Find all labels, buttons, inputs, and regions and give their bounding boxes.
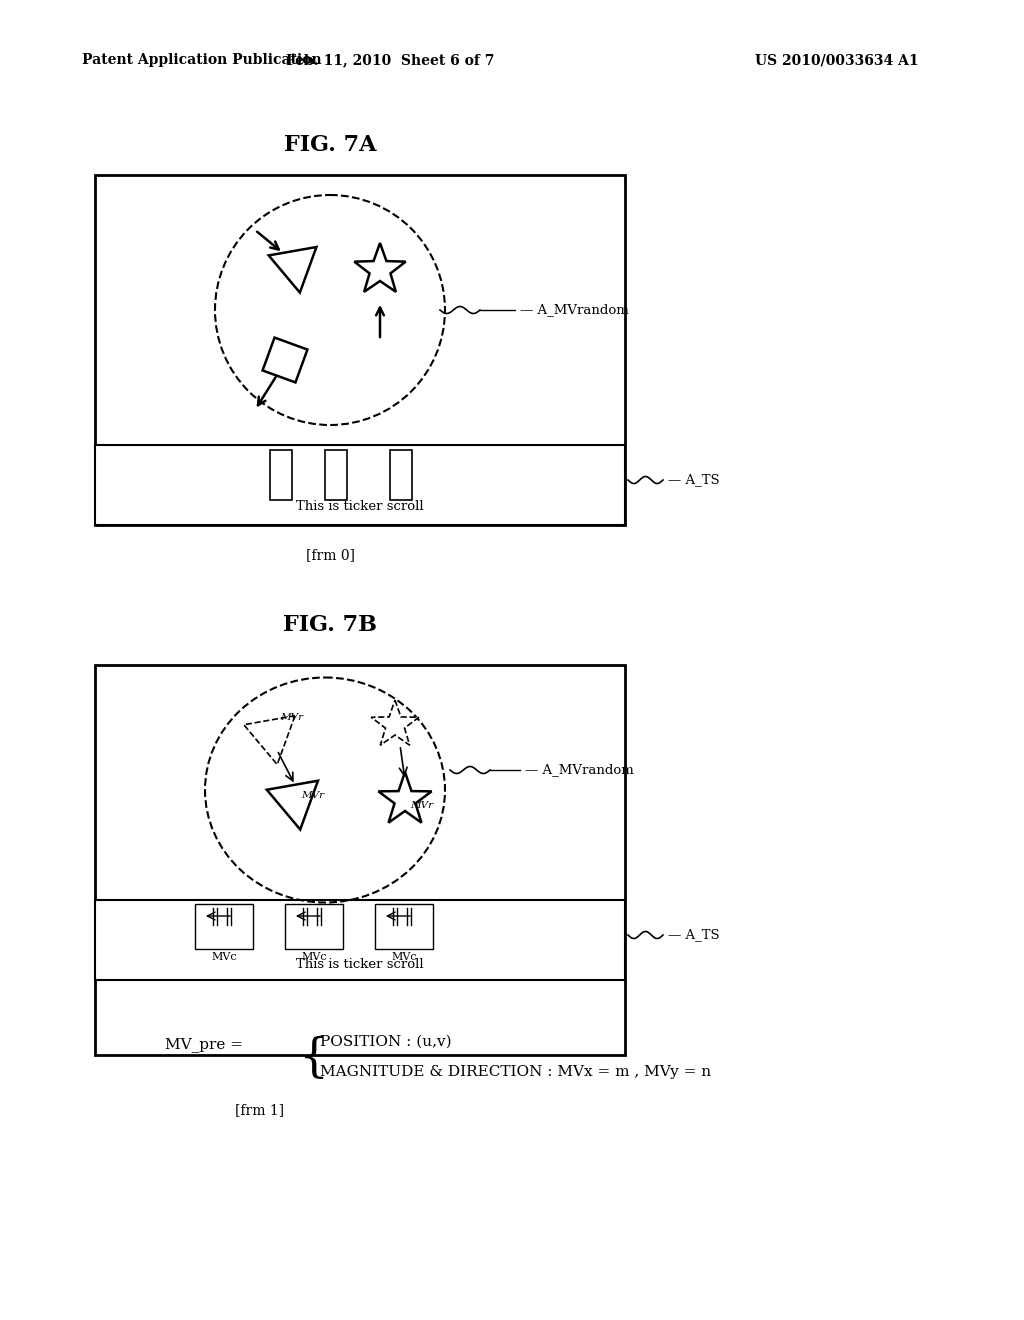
Text: US 2010/0033634 A1: US 2010/0033634 A1 bbox=[755, 53, 919, 67]
Text: MVc: MVc bbox=[211, 952, 237, 962]
Text: MVr: MVr bbox=[301, 791, 325, 800]
Text: {: { bbox=[298, 1035, 328, 1081]
Text: [frm 0]: [frm 0] bbox=[305, 548, 354, 562]
Polygon shape bbox=[262, 338, 307, 383]
Text: — A_MVrandom: — A_MVrandom bbox=[520, 304, 629, 317]
Text: This is ticker scroll: This is ticker scroll bbox=[296, 958, 424, 972]
Polygon shape bbox=[354, 243, 406, 292]
Text: MAGNITUDE & DIRECTION : MVx = m , MVy = n: MAGNITUDE & DIRECTION : MVx = m , MVy = … bbox=[319, 1065, 711, 1078]
Text: Feb. 11, 2010  Sheet 6 of 7: Feb. 11, 2010 Sheet 6 of 7 bbox=[286, 53, 495, 67]
Text: MV_pre =: MV_pre = bbox=[165, 1038, 248, 1052]
Polygon shape bbox=[244, 715, 295, 764]
Text: MVc: MVc bbox=[301, 952, 327, 962]
Text: — A_MVrandom: — A_MVrandom bbox=[525, 763, 634, 776]
Bar bbox=[195, 904, 253, 949]
Bar bbox=[95, 665, 625, 1055]
Bar bbox=[375, 904, 433, 949]
Text: MVr: MVr bbox=[280, 713, 303, 722]
Text: — A_TS: — A_TS bbox=[668, 474, 720, 487]
Text: Patent Application Publication: Patent Application Publication bbox=[82, 53, 322, 67]
Bar bbox=[285, 904, 343, 949]
Text: POSITION : (u,v): POSITION : (u,v) bbox=[319, 1035, 452, 1049]
Bar bbox=[325, 450, 347, 500]
Bar bbox=[95, 900, 625, 979]
Text: MVr: MVr bbox=[410, 800, 433, 809]
Polygon shape bbox=[268, 247, 316, 293]
Bar bbox=[390, 450, 412, 500]
Bar bbox=[95, 445, 625, 525]
Text: FIG. 7B: FIG. 7B bbox=[283, 614, 377, 636]
Polygon shape bbox=[379, 772, 432, 822]
Polygon shape bbox=[372, 700, 419, 746]
Text: — A_TS: — A_TS bbox=[668, 928, 720, 941]
Text: MVc: MVc bbox=[391, 952, 417, 962]
Text: [frm 1]: [frm 1] bbox=[236, 1104, 285, 1117]
Bar bbox=[270, 450, 292, 500]
Polygon shape bbox=[267, 780, 318, 829]
Text: FIG. 7A: FIG. 7A bbox=[284, 135, 376, 156]
Text: This is ticker scroll: This is ticker scroll bbox=[296, 500, 424, 513]
Bar bbox=[95, 176, 625, 525]
